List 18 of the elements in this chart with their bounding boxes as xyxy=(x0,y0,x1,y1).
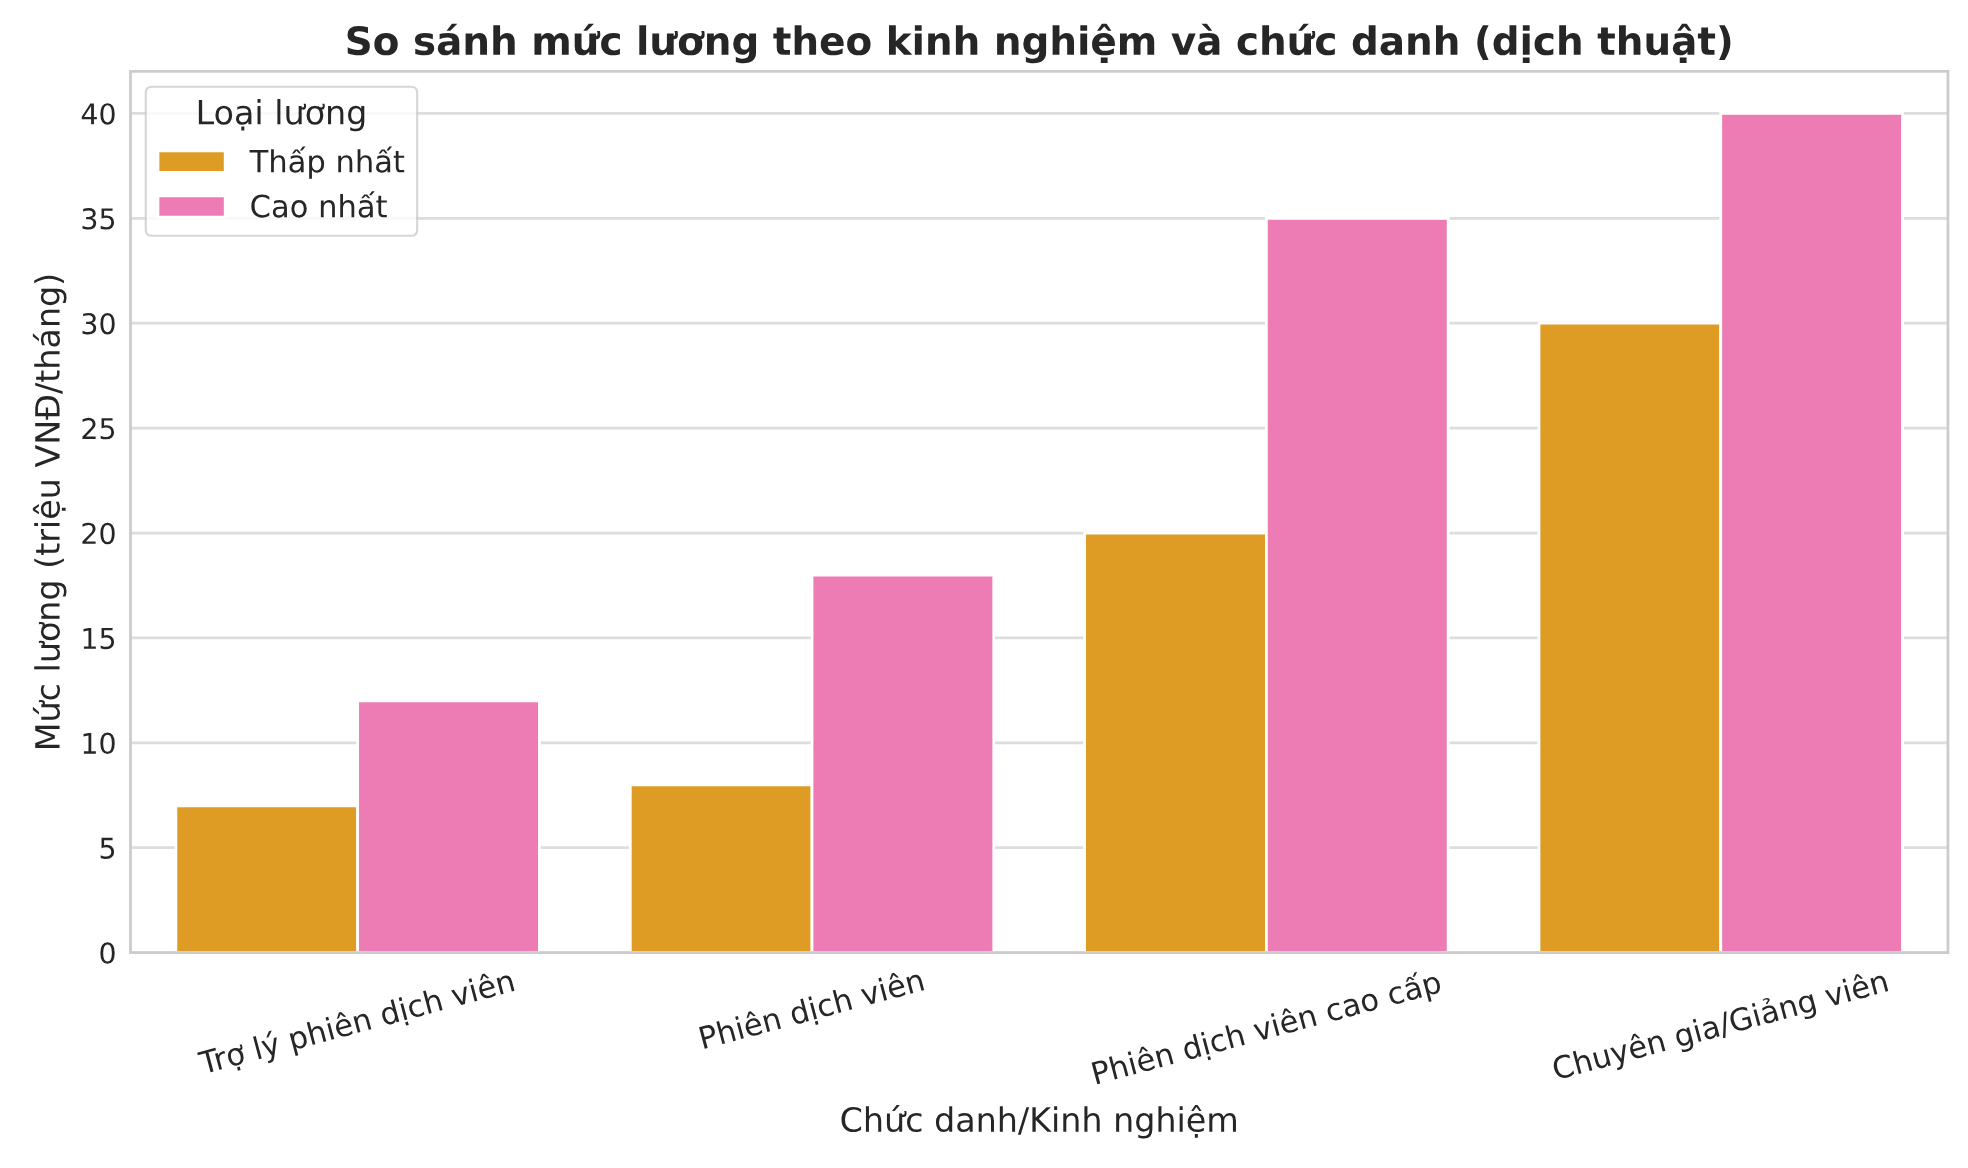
y-tick-label: 15 xyxy=(83,627,115,650)
y-tick-label: 10 xyxy=(83,732,115,755)
y-tick-label: 40 xyxy=(81,103,115,125)
y-tick-label: 5 xyxy=(100,837,115,859)
x-axis-title: Chức danh/Kinh nghiệm xyxy=(841,1104,1236,1139)
y-tick-label: 30 xyxy=(82,312,115,335)
chart-title: So sánh mức lương theo kinh nghiệm và chức danh (dịch thuật) xyxy=(347,23,1731,64)
x-tick-label: Phiên dịch viên cao cấp xyxy=(1090,966,1444,1091)
y-tick-label: 20 xyxy=(82,522,115,545)
legend-label: Thấp nhất xyxy=(249,146,405,179)
legend-title: Loại lương xyxy=(198,98,365,132)
x-tick-label: Phiên dịch viên xyxy=(698,966,926,1055)
y-tick-label: 0 xyxy=(100,942,115,964)
legend-label: Cao nhất xyxy=(251,191,387,218)
y-axis-title: Mức lương (triệu VNĐ/tháng) xyxy=(32,275,67,748)
y-tick-label: 35 xyxy=(82,208,115,230)
x-tick-label: Trợ lý phiên dịch viên xyxy=(196,967,517,1081)
y-tick-label: 25 xyxy=(82,417,115,440)
